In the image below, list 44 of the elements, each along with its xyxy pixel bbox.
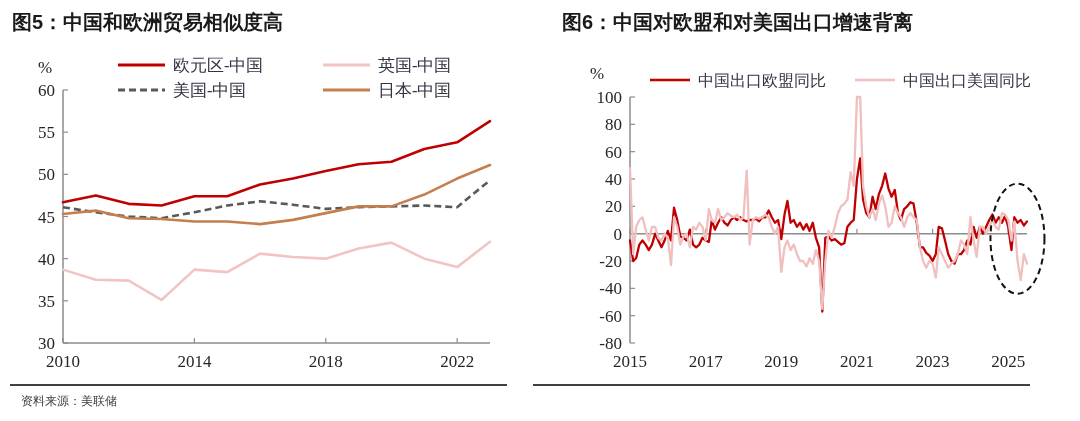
x-tick-label: 2022 xyxy=(440,352,475,371)
x-tick-label: 2025 xyxy=(991,352,1026,371)
y-tick-label: 40 xyxy=(605,170,622,189)
legend-item: 美国-中国 xyxy=(118,81,247,100)
y-axis-title: % xyxy=(37,58,53,77)
x-tick-label: 2021 xyxy=(839,352,874,371)
legend-item: 中国出口美国同比 xyxy=(855,72,1031,89)
y-tick-label: -60 xyxy=(599,306,622,326)
y-tick-label: 35 xyxy=(38,291,55,311)
legend-label: 欧元区-中国 xyxy=(173,56,264,75)
legend-item: 欧元区-中国 xyxy=(118,56,264,75)
y-tick-label: 50 xyxy=(38,165,55,185)
x-tick-label: 2014 xyxy=(177,352,212,371)
x-tick-label: 2015 xyxy=(613,352,647,371)
legend-label: 中国出口欧盟同比 xyxy=(698,72,826,89)
legend-item: 中国出口欧盟同比 xyxy=(650,72,826,89)
y-tick-label: 40 xyxy=(38,249,55,269)
y-tick-label: 55 xyxy=(38,123,55,143)
y-tick-label: 100 xyxy=(596,88,622,107)
x-tick-label: 2019 xyxy=(764,352,799,371)
y-tick-label: 45 xyxy=(38,207,55,227)
title: 图5：中国和欧洲贸易相似度高 xyxy=(12,11,284,33)
y-tick-label: 60 xyxy=(605,142,622,162)
y-tick-label: 60 xyxy=(38,81,55,100)
y-tick-label: 0 xyxy=(613,224,622,244)
legend-item: 英国-中国 xyxy=(323,56,452,75)
title: 图6：中国对欧盟和对美国出口增速背离 xyxy=(562,11,914,33)
legend-item: 日本-中国 xyxy=(323,81,452,100)
legend-label: 美国-中国 xyxy=(173,81,247,100)
legend-label: 英国-中国 xyxy=(378,56,452,75)
y-tick-label: 30 xyxy=(38,334,55,353)
y-tick-label: -20 xyxy=(599,252,622,271)
y-axis-title: % xyxy=(589,64,605,83)
y-tick-label: -40 xyxy=(599,279,622,299)
note: 资料来源：美联储 xyxy=(21,395,117,407)
x-tick-label: 2023 xyxy=(915,352,950,371)
y-tick-label: -80 xyxy=(599,334,622,353)
y-tick-label: 80 xyxy=(605,115,622,135)
x-tick-label: 2010 xyxy=(46,352,80,371)
x-tick-label: 2017 xyxy=(688,352,723,371)
legend-label: 日本-中国 xyxy=(378,81,452,100)
legend-label: 中国出口美国同比 xyxy=(903,72,1031,89)
x-tick-label: 2018 xyxy=(308,352,343,371)
y-tick-label: 20 xyxy=(605,197,622,217)
